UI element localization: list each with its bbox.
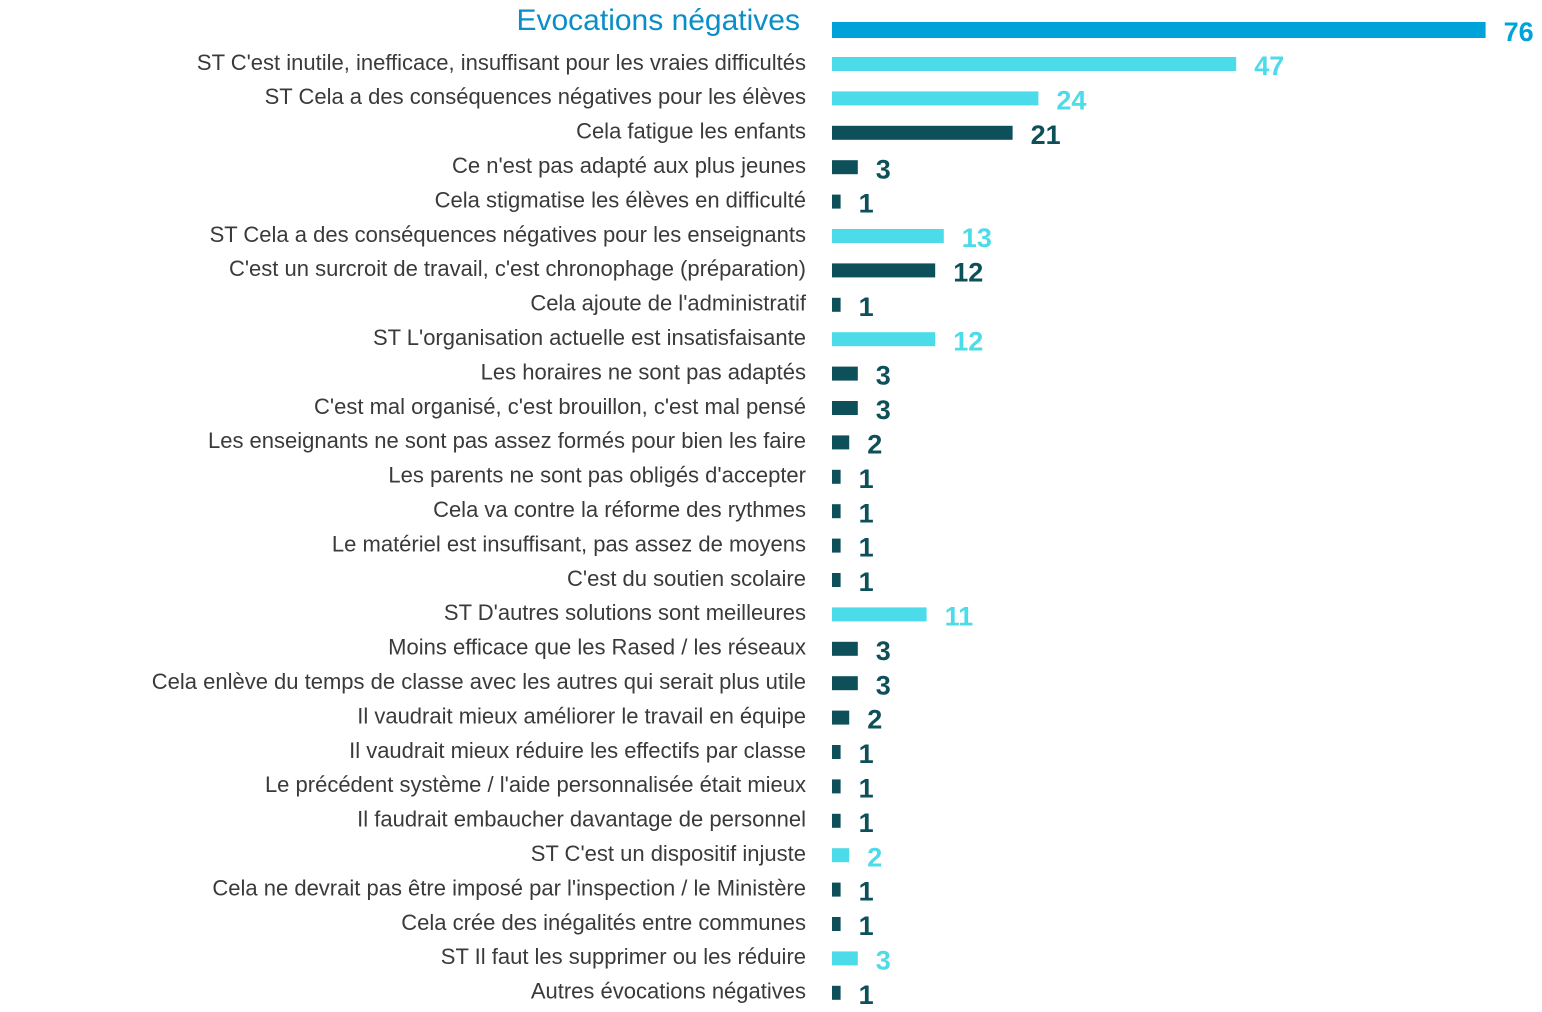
bar [832, 848, 850, 863]
bar [832, 332, 936, 347]
category-label: Cela fatigue les enfants [576, 119, 806, 144]
bar [832, 676, 858, 691]
value-label: 12 [953, 326, 983, 356]
value-label: 12 [953, 258, 983, 288]
value-label: 1 [859, 533, 874, 563]
value-label: 2 [867, 430, 882, 460]
bar [832, 22, 1486, 38]
bar [832, 882, 841, 897]
bar [832, 91, 1039, 106]
bar [832, 504, 841, 519]
category-label: Cela ajoute de l'administratif [530, 291, 807, 316]
bar [832, 435, 850, 450]
value-label: 24 [1056, 86, 1086, 116]
value-label: 21 [1031, 120, 1061, 150]
value-label: 1 [859, 567, 874, 597]
value-label: 1 [859, 498, 874, 528]
category-label: Cela stigmatise les élèves en difficulté [435, 187, 806, 212]
value-label: 2 [867, 842, 882, 872]
bar [832, 917, 841, 931]
bar [832, 607, 927, 622]
value-label: 1 [859, 877, 874, 907]
category-label: Les enseignants ne sont pas assez formés… [208, 428, 806, 453]
value-label: 1 [859, 292, 874, 322]
value-label: 3 [876, 670, 891, 700]
category-label: C'est un surcroit de travail, c'est chro… [229, 256, 806, 281]
value-label: 13 [962, 223, 992, 253]
category-label: Cela ne devrait pas être imposé par l'in… [212, 875, 806, 900]
bar [832, 263, 936, 278]
bar [832, 985, 841, 1000]
category-label: C'est du soutien scolaire [567, 566, 806, 591]
value-label: 3 [876, 361, 891, 391]
value-label: 2 [867, 705, 882, 735]
category-label: Cela enlève du temps de classe avec les … [152, 669, 806, 694]
value-label: 3 [876, 395, 891, 425]
value-label: 3 [876, 154, 891, 184]
category-label: Moins efficace que les Rased / les résea… [388, 635, 806, 660]
value-label: 3 [876, 636, 891, 666]
category-label: Le précédent système / l'aide personnali… [265, 772, 806, 797]
bar [832, 297, 841, 312]
value-label: 47 [1254, 51, 1284, 81]
bar [832, 779, 841, 794]
bar [832, 401, 858, 415]
value-label: 1 [859, 774, 874, 804]
bar [832, 229, 944, 243]
value-label: 11 [945, 602, 974, 632]
category-label: Cela va contre la réforme des rythmes [433, 497, 806, 522]
value-label: 1 [859, 464, 874, 494]
category-label: Les horaires ne sont pas adaptés [481, 359, 806, 384]
category-label: ST L'organisation actuelle est insatisfa… [373, 325, 806, 350]
value-label: 1 [859, 980, 874, 1007]
category-label: ST D'autres solutions sont meilleures [444, 600, 806, 625]
bar [832, 160, 858, 175]
category-label: ST Cela a des conséquences négatives pou… [265, 84, 806, 109]
category-label: ST Cela a des conséquences négatives pou… [210, 222, 806, 247]
category-label: Il vaudrait mieux améliorer le travail e… [357, 703, 806, 728]
bar [832, 641, 858, 656]
value-label: 1 [859, 911, 874, 941]
bar [832, 573, 841, 587]
category-label: Il faudrait embaucher davantage de perso… [357, 807, 806, 832]
category-label: C'est mal organisé, c'est brouillon, c'e… [314, 394, 806, 419]
category-label: ST C'est un dispositif injuste [531, 841, 806, 866]
bar [832, 710, 850, 725]
category-label: Ce n'est pas adapté aux plus jeunes [452, 153, 806, 178]
group-title: Evocations négatives [516, 4, 800, 37]
bar [832, 813, 841, 828]
bar [832, 57, 1237, 71]
category-label: Les parents ne sont pas obligés d'accept… [388, 463, 806, 488]
bar [832, 538, 841, 553]
category-label: ST C'est inutile, inefficace, insuffisan… [197, 50, 806, 75]
bar [832, 125, 1013, 140]
value-label: 3 [876, 946, 891, 976]
bar [832, 745, 841, 759]
category-label: Cela crée des inégalités entre communes [401, 910, 806, 935]
value-label: 1 [859, 739, 874, 769]
value-label: 76 [1504, 17, 1534, 47]
bar [832, 469, 841, 484]
bar [832, 366, 858, 381]
category-label: Le matériel est insuffisant, pas assez d… [332, 531, 806, 556]
value-label: 1 [859, 808, 874, 838]
category-label: Il vaudrait mieux réduire les effectifs … [349, 738, 806, 763]
category-label: Autres évocations négatives [531, 979, 806, 1004]
category-label: ST Il faut les supprimer ou les réduire [441, 944, 806, 969]
bar [832, 194, 841, 209]
value-label: 1 [859, 189, 874, 219]
bar [832, 951, 858, 966]
